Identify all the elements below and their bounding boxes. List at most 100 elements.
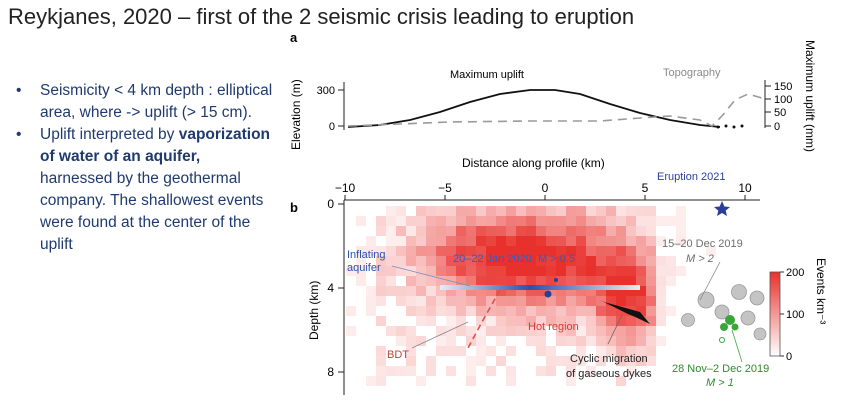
heatmap-cell: [486, 306, 496, 316]
uplift-dot: [740, 124, 744, 128]
heatmap-cell: [656, 286, 666, 296]
heatmap-cell: [406, 346, 416, 356]
heatmap-cell: [376, 216, 386, 226]
heatmap-cell: [466, 366, 476, 376]
heatmap-cell: [376, 316, 386, 326]
bdt-line: [467, 289, 501, 349]
cyclic-label-1: Cyclic migration: [570, 353, 648, 365]
heatmap-cell: [516, 286, 526, 296]
green-event: [720, 323, 728, 331]
heatmap-cell: [646, 296, 656, 306]
heatmap-cell: [626, 246, 636, 256]
heatmap-cell: [586, 336, 596, 346]
bdt-leader: [411, 321, 469, 349]
heatmap-cell: [466, 286, 476, 296]
heatmap-cell: [436, 206, 446, 216]
heatmap-cell: [586, 236, 596, 246]
heatmap-cell: [616, 316, 626, 326]
x-tick-label: 10: [738, 181, 752, 195]
heatmap-cell: [626, 326, 636, 336]
topography-label: Topography: [663, 67, 721, 79]
heatmap-cell: [446, 346, 456, 356]
heatmap-cell: [476, 216, 486, 226]
heatmap-cell: [506, 266, 516, 276]
heatmap-cell: [596, 236, 606, 246]
x-tick-label: −10: [335, 181, 356, 195]
panel-a-right-tick-label: 150: [774, 81, 792, 93]
heatmap-cell: [456, 316, 466, 326]
heatmap-cell: [466, 306, 476, 316]
heatmap-cell: [626, 266, 636, 276]
heatmap-cell: [396, 286, 406, 296]
heatmap-cell: [376, 366, 386, 376]
heatmap-cell: [486, 326, 496, 336]
heatmap-cell: [386, 206, 396, 216]
heatmap-cell: [376, 276, 386, 286]
heatmap-cell: [576, 206, 586, 216]
heatmap-cell: [636, 336, 646, 346]
heatmap-cell: [566, 246, 576, 256]
heatmap-cell: [596, 266, 606, 276]
nov2019-leader: [731, 329, 743, 363]
heatmap-cell: [486, 206, 496, 216]
heatmap-cell: [616, 296, 626, 306]
heatmap-cell: [476, 306, 486, 316]
heatmap-cell: [596, 316, 606, 326]
heatmap-cell: [526, 286, 536, 296]
heatmap-cell: [536, 236, 546, 246]
heatmap-cell: [426, 216, 436, 226]
bullet-item: Seismicity < 4 km depth : elliptical are…: [14, 80, 276, 124]
heatmap-cell: [396, 206, 406, 216]
heatmap-cell: [626, 346, 636, 356]
heatmap-cell: [496, 226, 506, 236]
heatmap-cell: [486, 256, 496, 266]
heatmap-cell: [646, 236, 656, 246]
uplift-dot: [724, 124, 728, 128]
heatmap-cell: [526, 236, 536, 246]
bullet-text: Seismicity < 4 km depth : elliptical are…: [40, 82, 273, 121]
heatmap-cell: [596, 306, 606, 316]
heatmap-cell: [346, 326, 356, 336]
heatmap-cell: [486, 276, 496, 286]
nov2019-label-1: 28 Nov–2 Dec 2019: [672, 363, 769, 375]
heatmap-cell: [566, 366, 576, 376]
heatmap-cell: [586, 296, 596, 306]
heatmap-cell: [646, 286, 656, 296]
heatmap-cell: [636, 236, 646, 246]
x-tick-label: −5: [438, 181, 452, 195]
heatmap-cell: [366, 246, 376, 256]
heatmap-cell: [386, 286, 396, 296]
heatmap-cell: [376, 226, 386, 236]
heatmap-cell: [416, 256, 426, 266]
bullet-item: Uplift interpreted by vaporization of wa…: [14, 124, 276, 256]
heatmap-cell: [456, 246, 466, 256]
heatmap-cell: [586, 266, 596, 276]
heatmap-cell: [666, 256, 676, 266]
heatmap-cell: [476, 246, 486, 256]
heatmap-cell: [526, 296, 536, 306]
heatmap-cell: [626, 286, 636, 296]
heatmap-cell: [676, 226, 686, 236]
heatmap-cell: [596, 326, 606, 336]
heatmap-cell: [446, 366, 456, 376]
y-tick-label: 4: [327, 281, 334, 295]
heatmap-cell: [656, 276, 666, 286]
dec2019-leader: [699, 261, 721, 301]
heatmap-cell: [446, 246, 456, 256]
heatmap-cell: [566, 256, 576, 266]
heatmap-cell: [516, 276, 526, 286]
heatmap-cell: [566, 236, 576, 246]
heatmap-cell: [516, 326, 526, 336]
heatmap-cell: [546, 236, 556, 246]
heatmap-cell: [436, 276, 446, 286]
heatmap-cell: [396, 266, 406, 276]
gray-event: [740, 310, 756, 326]
heatmap-cell: [376, 346, 386, 356]
heatmap-cell: [616, 356, 626, 366]
heatmap-cell: [586, 216, 596, 226]
heatmap-cell: [406, 216, 416, 226]
heatmap-cell: [556, 316, 566, 326]
heatmap-cell: [576, 296, 586, 306]
heatmap-cell: [376, 286, 386, 296]
heatmap-cell: [526, 326, 536, 336]
